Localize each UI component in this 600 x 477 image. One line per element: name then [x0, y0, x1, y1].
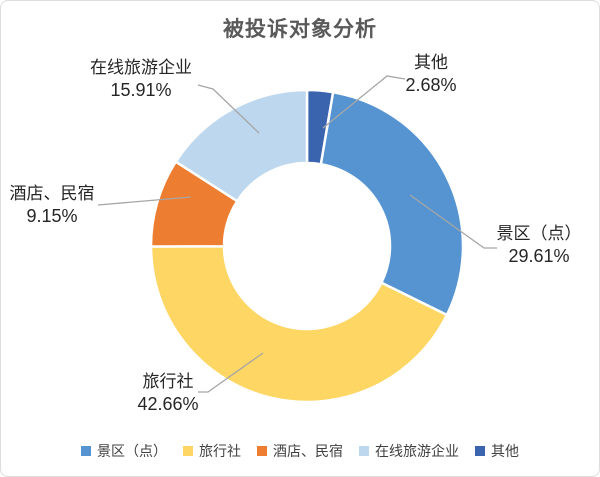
legend-swatch-icon: [359, 446, 369, 456]
data-label-value: 15.91%: [110, 80, 172, 100]
data-label-scenic-spot: 景区（点） 29.61%: [478, 223, 599, 267]
legend-item-hotel: 酒店、民宿: [257, 441, 343, 461]
legend-label: 酒店、民宿: [273, 443, 343, 459]
data-label-value: 2.68%: [405, 75, 457, 95]
leader-line-hotel: [97, 196, 192, 206]
legend-swatch-icon: [183, 446, 193, 456]
data-label-hotel: 酒店、民宿 9.15%: [1, 183, 105, 227]
data-label-value: 42.66%: [137, 394, 199, 414]
chart-legend: 景区（点） 旅行社 酒店、民宿 在线旅游企业 其他: [1, 441, 599, 461]
data-label-category: 景区（点）: [496, 224, 582, 243]
data-label-value: 29.61%: [508, 246, 570, 266]
legend-item-travel-agency: 旅行社: [183, 441, 241, 461]
data-label-other: 其他 2.68%: [371, 52, 491, 96]
legend-item-online-travel: 在线旅游企业: [359, 441, 459, 461]
legend-item-other: 其他: [475, 441, 519, 461]
data-label-category: 旅行社: [142, 372, 194, 391]
pie-slice-0: [319, 90, 465, 317]
legend-swatch-icon: [81, 446, 91, 456]
data-label-category: 其他: [414, 53, 448, 72]
leader-line-online-travel: [197, 84, 260, 134]
legend-swatch-icon: [475, 446, 485, 456]
legend-swatch-icon: [257, 446, 267, 456]
data-label-online-travel: 在线旅游企业 15.91%: [56, 57, 226, 101]
chart-title: 被投诉对象分析: [223, 18, 377, 41]
data-label-category: 在线旅游企业: [90, 58, 192, 77]
data-label-category: 酒店、民宿: [9, 184, 95, 203]
legend-item-scenic-spot: 景区（点）: [81, 441, 167, 461]
legend-label: 景区（点）: [97, 443, 167, 459]
leader-line-travel-agency: [198, 352, 264, 393]
leader-lines: [97, 75, 497, 393]
legend-label: 其他: [491, 443, 519, 459]
pie-slice-3: [174, 88, 309, 203]
leader-line-scenic-spot: [409, 194, 497, 249]
data-label-travel-agency: 旅行社 42.66%: [98, 371, 238, 415]
data-label-value: 9.15%: [26, 206, 78, 226]
pie-slice-1: [149, 245, 449, 404]
donut-slices: [149, 88, 465, 404]
leader-line-other: [322, 75, 406, 129]
legend-label: 旅行社: [199, 443, 241, 459]
legend-label: 在线旅游企业: [375, 443, 459, 459]
